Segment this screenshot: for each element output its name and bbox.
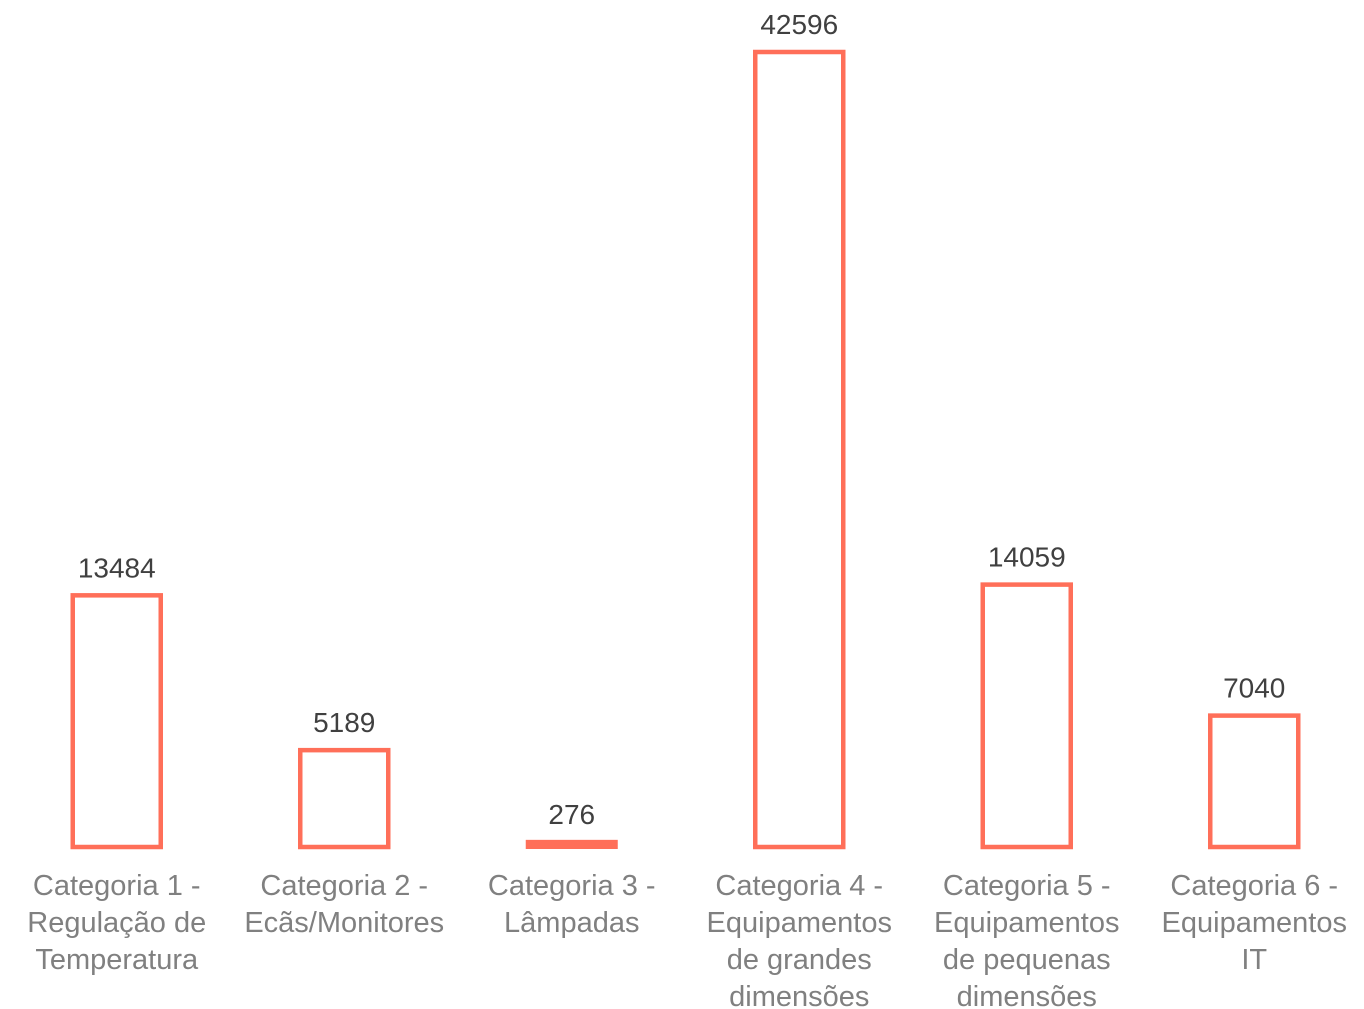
- value-label-1: 13484: [78, 552, 156, 583]
- category-label-line: Temperatura: [35, 944, 199, 976]
- category-label-4: Categoria 4 - Equipamentos de grandes dimen…: [707, 870, 892, 1009]
- value-label-4: 42596: [760, 9, 838, 40]
- category-label-line: Categoria 5 -: [943, 870, 1111, 902]
- category-label-1: Categoria 1 - Regulação de Temperatura: [27, 870, 206, 976]
- category-label-line: Equipamentos: [707, 907, 892, 939]
- category-label-line: Categoria 1 -: [33, 870, 201, 902]
- category-label-line: Categoria 2 -: [260, 870, 428, 902]
- category-label-line: Regulação de: [27, 907, 206, 939]
- category-label-5: Categoria 5 - Equipamentos de pequenas dime…: [934, 870, 1119, 1009]
- value-label-6: 7040: [1223, 673, 1285, 704]
- bars-group: [70, 49, 1301, 850]
- bar-6: [1208, 713, 1301, 850]
- category-label-3: Categoria 3 - Lâmpadas: [488, 870, 656, 939]
- category-label-line: dimensões: [729, 981, 869, 1009]
- category-label-line: dimensões: [957, 981, 1097, 1009]
- value-label-2: 5189: [313, 707, 375, 738]
- bar-5: [980, 582, 1073, 850]
- category-label-line: Lâmpadas: [504, 907, 639, 939]
- category-label-line: de grandes: [727, 944, 872, 976]
- category-label-line: Categoria 6 -: [1170, 870, 1338, 902]
- category-label-line: Categoria 4 -: [715, 870, 883, 902]
- category-label-line: de pequenas: [943, 944, 1111, 976]
- value-label-5: 14059: [988, 542, 1066, 573]
- bar-3: [525, 839, 618, 849]
- bar-4: [753, 49, 846, 850]
- category-label-line: IT: [1241, 944, 1267, 976]
- category-label-line: Equipamentos: [1162, 907, 1347, 939]
- category-label-line: Equipamentos: [934, 907, 1119, 939]
- category-label-line: Ecãs/Monitores: [244, 907, 444, 939]
- bar-1: [70, 593, 163, 850]
- category-label-2: Categoria 2 - Ecãs/Monitores: [244, 870, 444, 939]
- category-label-6: Categoria 6 - Equipamentos IT: [1162, 870, 1347, 976]
- bar-2: [298, 747, 391, 850]
- category-labels-group: Categoria 1 -Regulação de TemperaturaCate…: [27, 870, 1347, 1009]
- value-labels-group: 13484 5189 276 42596 14059 7040: [78, 9, 1286, 830]
- category-label-line: Categoria 3 -: [488, 870, 656, 902]
- value-label-3: 276: [548, 799, 595, 830]
